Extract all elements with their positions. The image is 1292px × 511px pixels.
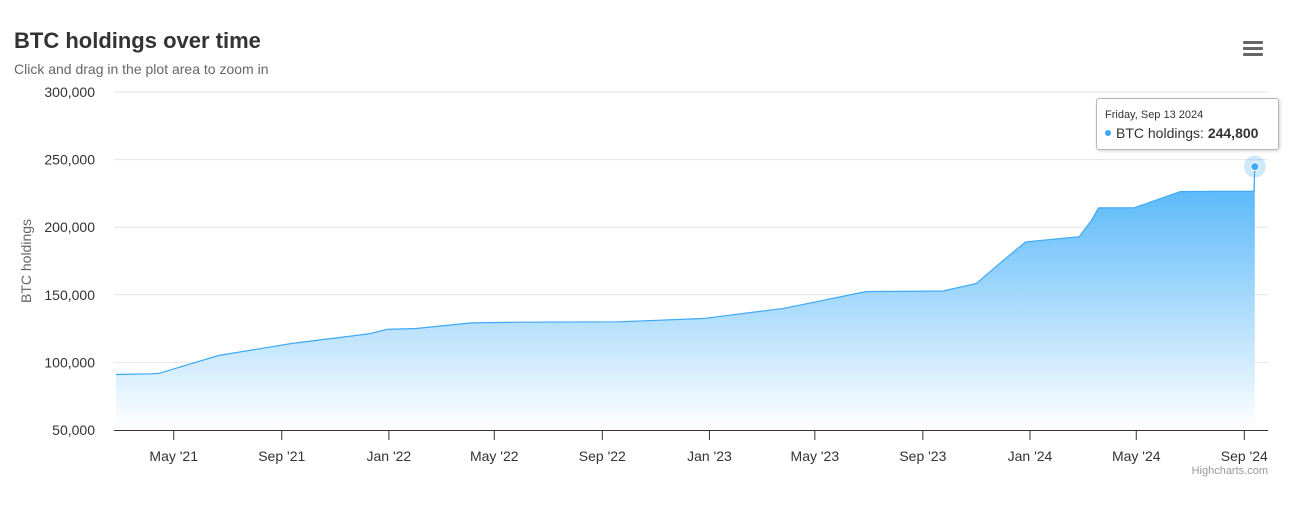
series-line[interactable] — [115, 166, 1256, 376]
tooltip-separator: : — [1200, 125, 1208, 141]
y-tick-label: 50,000 — [52, 422, 95, 438]
y-tick-label: 150,000 — [44, 287, 95, 303]
x-tick-label: May '24 — [1112, 448, 1161, 464]
credits-link[interactable]: Highcharts.com — [1191, 465, 1268, 477]
chart-subtitle: Click and drag in the plot area to zoom … — [14, 61, 269, 77]
y-tick-label: 300,000 — [44, 84, 95, 100]
x-tick-label: May '23 — [791, 448, 840, 464]
hover-marker — [1243, 155, 1266, 178]
y-axis-label: BTC holdings — [18, 219, 34, 303]
x-tick-label: Sep '24 — [1221, 448, 1268, 464]
y-tick-label: 200,000 — [44, 219, 95, 235]
y-axis: 50,000 100,000 150,000 200,000 250,000 300,00… — [44, 84, 95, 438]
hamburger-menu-icon[interactable] — [1236, 34, 1270, 64]
tooltip-row: BTC holdings: 244,800 — [1105, 125, 1258, 141]
x-tick-label: May '21 — [149, 448, 198, 464]
x-tick-label: May '22 — [470, 448, 519, 464]
y-tick-label: 100,000 — [44, 354, 95, 370]
hover-point[interactable] — [1250, 162, 1260, 172]
y-tick-label: 250,000 — [44, 152, 95, 168]
series-area-fill — [115, 166, 1255, 430]
tooltip: Friday, Sep 13 2024 BTC holdings: 244,80… — [1096, 98, 1279, 150]
series-dot-icon — [1105, 130, 1111, 137]
x-tick-label: Sep '23 — [899, 448, 946, 464]
x-tick-label: Sep '22 — [579, 448, 626, 464]
x-tick-label: Sep '21 — [258, 448, 305, 464]
x-tick-label: Jan '23 — [687, 448, 732, 464]
tooltip-series-name: BTC holdings — [1116, 125, 1201, 141]
x-axis: May '21 Sep '21 Jan '22 May '22 Sep '22 Jan '… — [114, 430, 1268, 464]
tooltip-date: Friday, Sep 13 2024 — [1105, 109, 1204, 121]
chart-title: BTC holdings over time — [14, 28, 261, 53]
series-area — [115, 166, 1256, 430]
x-tick-label: Jan '24 — [1008, 448, 1053, 464]
x-tick-label: Jan '22 — [367, 448, 412, 464]
tooltip-value: 244,800 — [1207, 125, 1259, 141]
